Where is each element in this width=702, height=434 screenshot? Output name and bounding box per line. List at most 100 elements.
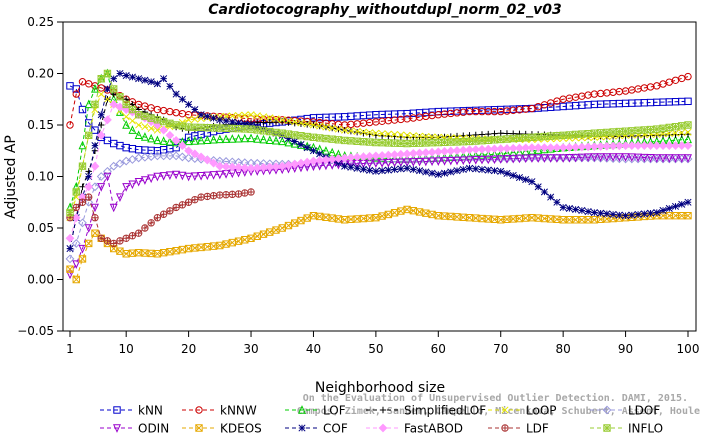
- data-point-fastabod: [564, 143, 574, 152]
- legend-item-knn: kNN: [100, 404, 163, 418]
- data-point-cof: [622, 212, 630, 220]
- x-tick-label: 20: [181, 342, 196, 356]
- data-point-cof: [391, 165, 399, 174]
- data-point-simplifiedlof: [353, 129, 361, 136]
- data-point-ldf: [103, 237, 112, 245]
- data-point-inflo: [309, 133, 318, 142]
- data-point-cof: [603, 210, 611, 218]
- data-point-cof: [85, 172, 93, 181]
- series-ldf: [66, 188, 255, 248]
- data-point-ldof: [646, 154, 655, 164]
- data-point-ldof: [171, 151, 181, 161]
- data-point-odin: [478, 155, 486, 165]
- legend-marker-ldf: [501, 424, 509, 432]
- data-point-loop: [316, 122, 324, 130]
- data-point-kdeos: [291, 219, 299, 227]
- data-point-inflo: [571, 130, 580, 139]
- data-point-cof: [578, 206, 586, 215]
- data-point-odin: [515, 154, 524, 164]
- data-point-inflo: [340, 136, 349, 145]
- data-point-odin: [440, 157, 449, 166]
- data-point-kdeos: [216, 241, 224, 250]
- data-point-loop: [141, 123, 149, 131]
- data-point-lof: [78, 140, 87, 150]
- data-point-lof: [272, 135, 280, 145]
- data-point-cof: [210, 114, 218, 122]
- data-point-cof: [397, 165, 405, 173]
- data-point-kdeos: [403, 205, 411, 214]
- data-point-inflo: [397, 139, 405, 148]
- data-point-fastabod: [571, 142, 581, 152]
- data-point-odin: [552, 154, 561, 163]
- data-point-inflo: [247, 125, 255, 133]
- data-point-inflo: [646, 125, 655, 134]
- data-point-loop: [185, 116, 193, 124]
- data-point-kdeos: [397, 207, 405, 215]
- data-point-inflo: [678, 122, 686, 130]
- data-point-inflo: [509, 134, 517, 143]
- data-point-cof: [497, 167, 505, 175]
- data-point-simplifiedlof: [291, 119, 298, 127]
- data-point-inflo: [578, 130, 586, 138]
- data-point-inflo: [253, 126, 261, 134]
- data-point-inflo: [228, 124, 237, 133]
- data-point-inflo: [315, 134, 324, 142]
- legend-marker-lof: [298, 405, 306, 414]
- data-point-ldf: [72, 203, 80, 212]
- data-point-fastabod: [90, 161, 100, 171]
- data-point-odin: [384, 158, 393, 168]
- data-point-cof: [316, 150, 324, 158]
- data-point-lof: [453, 151, 462, 161]
- data-point-ldf: [216, 191, 224, 199]
- data-point-cof: [353, 164, 361, 172]
- data-point-kdeos: [178, 245, 187, 254]
- data-point-fastabod: [540, 143, 549, 153]
- data-point-kdeos: [209, 242, 218, 250]
- legend-label-odin: ODIN: [138, 422, 169, 434]
- data-point-odin: [434, 157, 443, 166]
- data-point-fastabod: [602, 141, 612, 151]
- data-point-loop: [266, 114, 274, 122]
- data-point-inflo: [172, 121, 180, 129]
- data-point-cof: [646, 209, 655, 217]
- data-point-odin: [577, 153, 586, 163]
- data-point-odin: [502, 155, 511, 164]
- data-point-fastabod: [533, 143, 543, 153]
- data-point-odin: [140, 176, 149, 185]
- data-point-knn: [103, 136, 112, 145]
- data-point-cof: [241, 120, 249, 128]
- data-point-kdeos: [66, 265, 74, 273]
- data-point-knn: [78, 105, 87, 114]
- data-point-lof: [222, 134, 231, 143]
- data-point-odin: [415, 157, 424, 167]
- data-point-inflo: [197, 123, 205, 132]
- data-point-cof: [116, 69, 124, 78]
- data-point-inflo: [147, 114, 155, 122]
- legend: kNN kNNW LOF SimplifiedLOF LoOP LDOF ODIN KDEOS…: [100, 404, 663, 434]
- legend-marker-knn: [113, 406, 121, 414]
- data-point-inflo: [153, 116, 162, 124]
- legend-label-simplifiedlof: SimplifiedLOF: [404, 404, 486, 418]
- data-point-odin: [215, 170, 224, 180]
- data-point-loop: [128, 117, 136, 125]
- data-point-odin: [540, 154, 549, 163]
- data-point-odin: [652, 154, 661, 163]
- data-point-fastabod: [265, 162, 275, 172]
- data-point-ldf: [153, 214, 162, 222]
- data-point-ldf: [191, 196, 199, 204]
- data-point-odin: [209, 171, 218, 180]
- data-point-cof: [640, 210, 648, 218]
- data-point-kdeos: [272, 226, 280, 234]
- data-point-inflo: [440, 138, 449, 147]
- data-point-ldf: [85, 193, 93, 201]
- x-tick-label: 100: [677, 342, 700, 356]
- data-point-inflo: [116, 92, 124, 101]
- data-point-inflo: [85, 131, 93, 139]
- data-point-cof: [534, 183, 542, 191]
- data-point-cof: [684, 198, 692, 206]
- data-point-inflo: [259, 127, 268, 135]
- data-point-loop: [147, 124, 155, 132]
- data-point-kdeos: [534, 214, 542, 222]
- data-point-fastabod: [396, 149, 406, 159]
